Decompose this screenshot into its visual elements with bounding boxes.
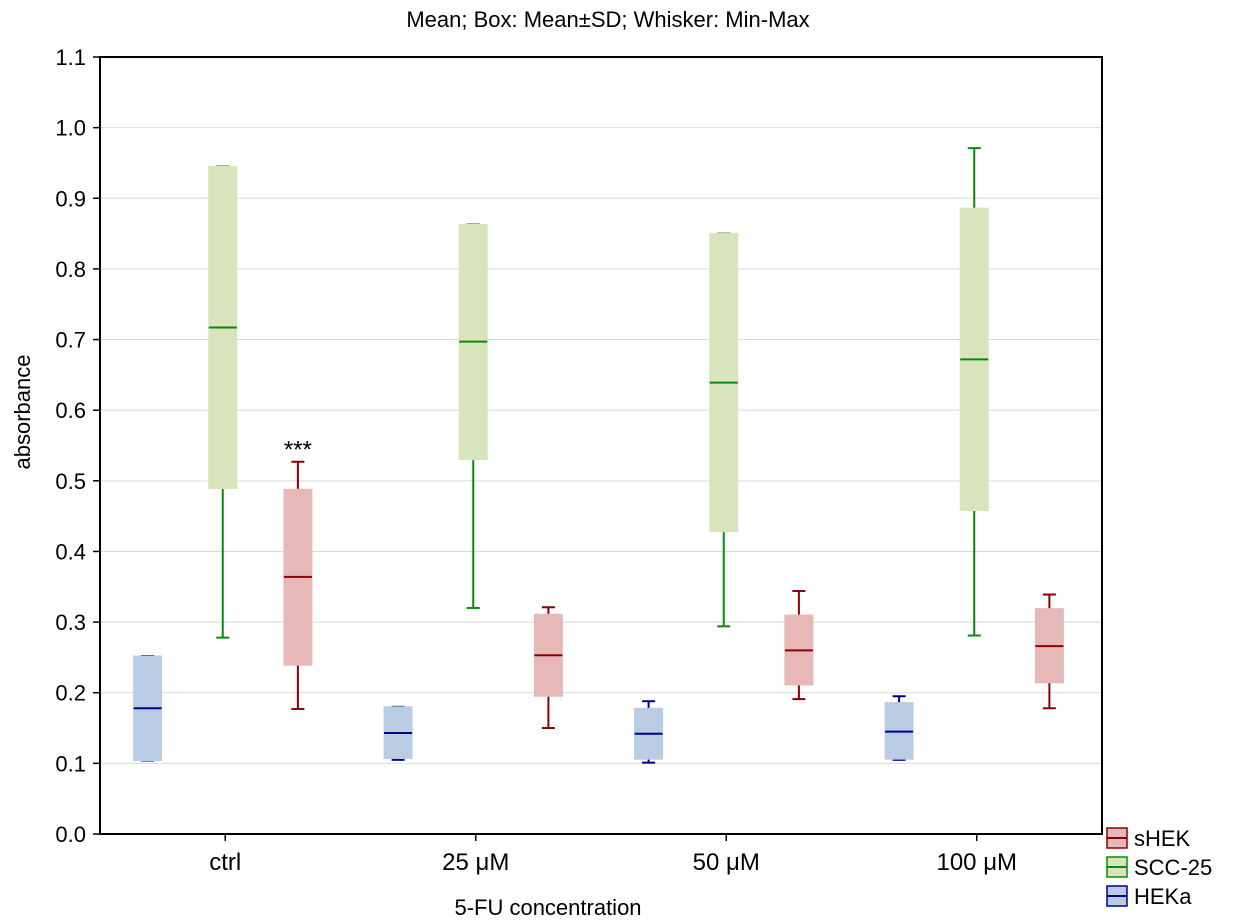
x-axis-title: 5-FU concentration	[454, 895, 641, 920]
box-scc-25	[709, 232, 739, 628]
gridlines	[100, 127, 1102, 764]
legend-label: sHEK	[1134, 826, 1191, 851]
y-tick-label: 0.3	[55, 610, 86, 635]
y-tick-label: 0.4	[55, 539, 86, 564]
y-tick-label: 0.8	[55, 257, 86, 282]
y-tick-label: 0.0	[55, 822, 86, 847]
box-scc-25	[458, 223, 488, 609]
box-heka	[634, 700, 664, 764]
box-shek	[1034, 593, 1064, 710]
legend-label: SCC-25	[1134, 855, 1212, 880]
box-shek	[283, 460, 313, 710]
x-tick-label: 100 μM	[936, 849, 1017, 876]
box-heka	[133, 654, 163, 762]
y-tick-label: 0.7	[55, 328, 86, 353]
box-scc-25	[959, 147, 989, 637]
chart-title: Mean; Box: Mean±SD; Whisker: Min-Max	[406, 7, 809, 32]
axes: 0.0 0.1 0.2 0.3 0.4 0.5 0.6 0.7 0.8 0.9 1.0 1.1 ctrl…	[55, 45, 1017, 876]
y-tick-label: 0.5	[55, 469, 86, 494]
y-tick-label: 0.6	[55, 398, 86, 423]
y-tick-label: 0.2	[55, 681, 86, 706]
legend-label: HEKa	[1134, 884, 1192, 909]
box-heka	[383, 705, 413, 761]
x-tick-label: ctrl	[209, 849, 241, 876]
box-heka	[884, 695, 914, 761]
significance-annotation: ***	[284, 437, 312, 464]
box-shek	[533, 606, 563, 730]
box-series: ***	[133, 147, 1064, 764]
legend: sHEK SCC-25 HEKa	[1106, 826, 1212, 909]
y-tick-label: 1.1	[55, 45, 86, 70]
legend-item-heka: HEKa	[1106, 884, 1192, 909]
y-tick-label: 0.1	[55, 751, 86, 776]
legend-item-scc-25: SCC-25	[1106, 855, 1212, 880]
x-tick-label: 25 μM	[442, 849, 509, 876]
plot-area-frame	[99, 56, 1103, 835]
box-shek	[784, 590, 814, 701]
x-tick-label: 50 μM	[693, 849, 760, 876]
y-axis-title: absorbance	[10, 355, 35, 470]
legend-item-shek: sHEK	[1106, 826, 1191, 851]
y-tick-label: 0.9	[55, 186, 86, 211]
y-tick-label: 1.0	[55, 116, 86, 141]
box-scc-25	[208, 165, 238, 639]
